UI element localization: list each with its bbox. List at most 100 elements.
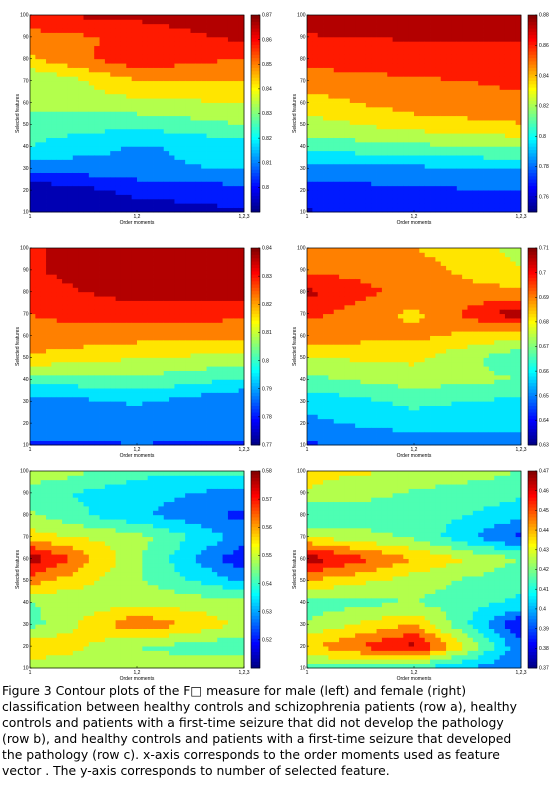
contour-cell [328,106,335,112]
contour-cell [46,335,52,341]
contour-cell [99,283,106,288]
contour-cell [376,185,383,191]
contour-cell [451,181,458,187]
contour-cell [478,80,484,86]
contour-cell [40,423,47,428]
contour-cell [472,54,479,60]
contour-cell [131,388,138,393]
contour-cell [163,423,170,428]
contour-cell [227,146,234,152]
contour-cell [355,106,361,112]
contour-cell [88,172,95,178]
contour-cell [424,23,431,29]
contour-cell [488,58,495,64]
contour-cell [163,322,170,328]
contour-cell [56,185,63,191]
contour-cell [158,23,165,29]
contour-cell [94,300,100,306]
contour-cell [451,76,458,82]
contour-cell [179,89,186,95]
contour-cell [40,431,47,437]
contour-cell [317,32,324,38]
contour-cell [227,93,234,99]
contour-cell [110,133,116,138]
contour-cell [483,98,490,103]
contour-cell [163,172,170,178]
contour-cell [169,85,175,90]
contour-cell [169,58,175,64]
contour-cell [488,19,495,25]
contour-cell [46,155,52,160]
contour-cell [392,194,399,200]
contour-cell [472,45,479,51]
contour-cell [381,176,388,182]
contour-cell [430,190,436,195]
contour-cell [35,357,42,363]
contour-cell [365,32,372,38]
contour-cell [206,89,213,95]
contour-cell [83,111,90,117]
colorbar-step [251,189,260,193]
contour-cell [360,111,367,117]
contour-cell [137,388,143,393]
contour-cell [222,89,229,95]
contour-cell [344,80,351,86]
contour-cell [430,41,436,47]
contour-cell [46,128,52,134]
contour-cell [126,357,133,363]
contour-cell [238,76,245,82]
contour-cell [467,15,474,20]
contour-cell [430,45,436,51]
contour-cell [78,106,84,112]
contour-cell [104,41,111,47]
colorbar-step [528,133,537,137]
contour-cell [307,23,313,29]
contour-cell [62,392,68,398]
contour-cell [110,388,116,393]
contour-cell [46,54,52,60]
contour-cell [233,159,240,165]
contour-cell [430,181,436,187]
contour-cell [179,120,186,125]
contour-cell [344,76,351,82]
contour-cell [169,133,175,138]
contour-cell [456,137,463,143]
contour-cell [403,128,410,134]
contour-cell [163,401,170,406]
contour-cell [153,54,159,60]
contour-cell [504,124,511,130]
contour-cell [238,124,245,130]
contour-cell [201,150,207,156]
contour-cell [163,181,170,187]
contour-cell [94,54,100,60]
contour-cell [233,23,240,29]
contour-cell [158,19,165,25]
contour-cell [376,133,383,138]
contour-cell [131,401,138,406]
contour-cell [222,172,229,178]
contour-cell [307,120,313,125]
contour-cell [323,172,329,178]
contour-cell [446,194,452,200]
contour-cell [227,85,234,90]
contour-cell [349,185,356,191]
contour-cell [472,198,479,204]
contour-cell [40,344,47,350]
contour-cell [51,326,58,332]
contour-cell [504,93,511,99]
colorbar-step [251,139,260,144]
contour-cell [120,291,127,297]
contour-cell [153,50,159,55]
contour-cell [30,405,36,411]
y-tick-label: 20 [23,188,29,194]
contour-cell [446,146,452,152]
contour-cell [339,111,345,117]
contour-cell [515,190,522,195]
contour-cell [99,300,106,306]
contour-cell [46,278,52,284]
contour-cell [174,106,181,112]
y-tick-label: 70 [23,78,29,84]
contour-cell [110,168,116,173]
contour-cell [307,128,313,134]
contour-cell [147,388,154,393]
